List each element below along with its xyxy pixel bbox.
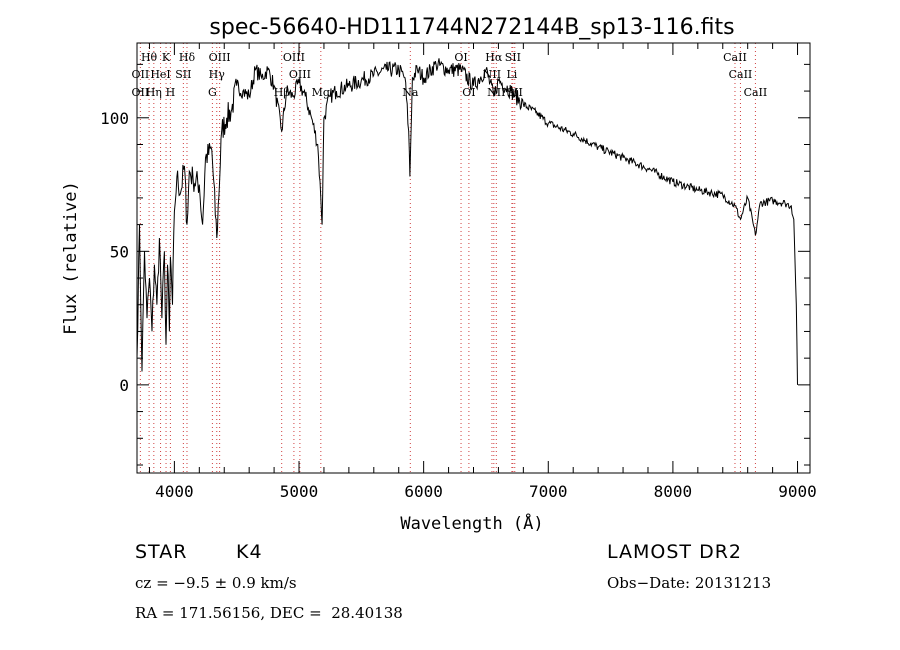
x-tick-label: 9000 <box>778 482 817 501</box>
line-marker-label: OI <box>454 51 467 64</box>
y-axis-label: Flux (relative) <box>61 181 81 335</box>
coordinates: RA = 171.56156, DEC = 28.40138 <box>135 604 403 622</box>
survey-name: LAMOST DR2 <box>607 541 742 563</box>
x-tick-label: 8000 <box>654 482 693 501</box>
chart-title: spec-56640-HD111744N272144B_sp13-116.fit… <box>209 15 734 40</box>
line-marker-label: Li <box>506 68 517 81</box>
x-tick-label: 7000 <box>529 482 568 501</box>
line-marker-label: CaII <box>729 68 753 81</box>
line-marker-label: CaII <box>744 86 768 99</box>
line-marker-label: Mg <box>312 86 330 99</box>
line-marker-label: Hθ <box>141 51 158 64</box>
line-marker-label: K <box>162 51 171 64</box>
line-marker-label: HeI <box>150 68 170 81</box>
x-tick-label: 4000 <box>155 482 194 501</box>
spectral-subclass: K4 <box>236 541 263 563</box>
line-marker-label: OIII <box>209 51 231 64</box>
axis-tick-labels: 4000 5000 6000 7000 8000 9000 0 50 100 <box>100 109 817 501</box>
line-marker-label: Hη <box>146 86 162 99</box>
plot-frame <box>136 42 811 474</box>
line-marker-label: OII <box>132 68 150 81</box>
spectrum-line <box>136 58 798 385</box>
line-marker-label: H <box>166 86 176 99</box>
line-marker-label: SII <box>175 68 191 81</box>
line-marker-label: OIII <box>289 68 311 81</box>
line-marker-label: OI <box>462 86 475 99</box>
line-marker-label: OII <box>132 86 150 99</box>
x-tick-label: 6000 <box>404 482 443 501</box>
y-tick-label: 50 <box>110 242 129 261</box>
line-marker-label: CaII <box>723 51 747 64</box>
redshift-cz: cz = −9.5 ± 0.9 km/s <box>135 574 297 592</box>
line-marker-label: Na <box>402 86 419 99</box>
x-axis-label: Wavelength (Å) <box>400 512 543 534</box>
line-marker-label: G <box>208 86 217 99</box>
y-tick-label: 0 <box>119 376 129 395</box>
y-tick-label: 100 <box>100 109 129 128</box>
line-marker-label: Hα <box>485 51 503 64</box>
object-class: STAR <box>135 541 188 563</box>
line-marker-label: Hγ <box>209 68 226 81</box>
axis-ticks <box>137 43 810 473</box>
line-marker-label: SII <box>505 51 521 64</box>
line-marker-label: Hδ <box>179 51 196 64</box>
line-marker-label: OIII <box>283 51 305 64</box>
observation-date: Obs−Date: 20131213 <box>607 574 772 592</box>
x-tick-label: 5000 <box>280 482 319 501</box>
